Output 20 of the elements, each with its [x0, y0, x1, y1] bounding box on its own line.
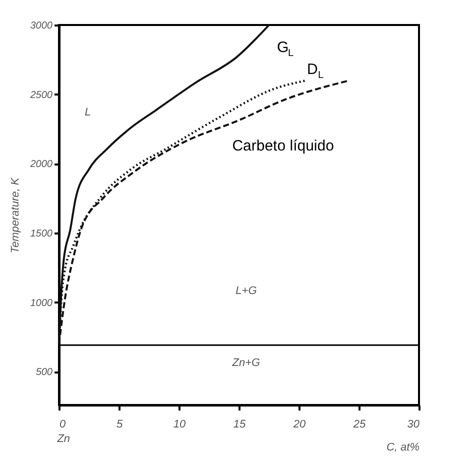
y-tick-label: 3000	[30, 20, 53, 32]
x-tick-label: 10	[173, 418, 186, 430]
y-tick-label: 2500	[29, 90, 53, 101]
y-tick-label: 1000	[30, 298, 53, 309]
annotation: L+G	[236, 285, 258, 297]
x-tick-label: 20	[292, 418, 306, 430]
x-tick-label: 15	[233, 418, 246, 430]
x-tick-label: 0	[60, 418, 66, 430]
annotation: Zn+G	[231, 357, 261, 370]
x-tick-label: 25	[352, 418, 366, 430]
annotation: L	[84, 106, 91, 118]
y-axis-title: Temperature, K	[9, 177, 22, 254]
x-tick-label: 30	[407, 418, 420, 430]
y-tick-label: 2000	[29, 159, 53, 170]
x-axis-title: C, at%	[386, 442, 420, 454]
y-tick-label: 500	[36, 367, 53, 378]
text: Zn	[56, 433, 70, 446]
series-label: Carbeto líquido	[232, 138, 334, 155]
y-tick-label: 1500	[30, 228, 53, 240]
x-tick-label: 5	[116, 418, 124, 430]
